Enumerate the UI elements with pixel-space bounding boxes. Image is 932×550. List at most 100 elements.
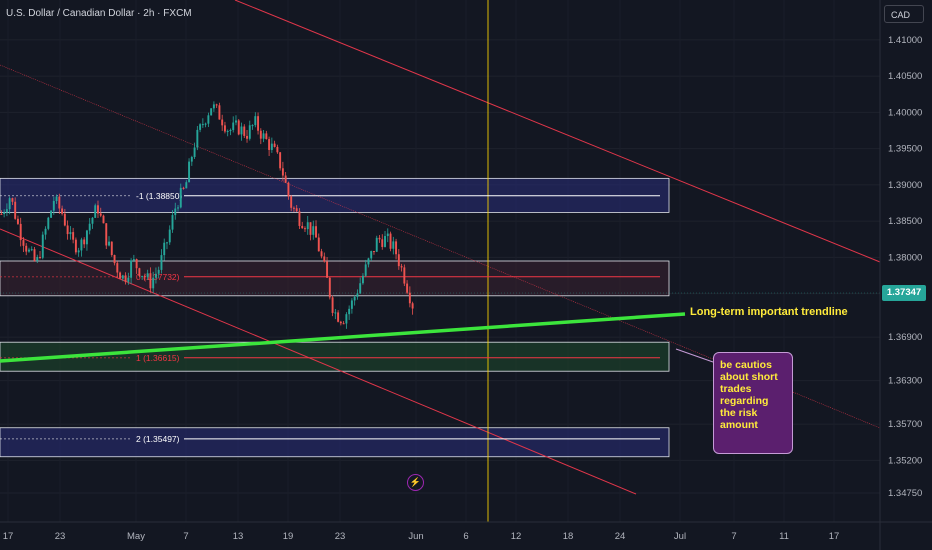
candle-body [69,232,72,235]
candle-body [342,323,345,325]
candle-body [262,133,265,139]
candle-body [182,187,185,189]
candle-body [174,208,177,216]
candle-body [185,182,188,189]
descending-channel[interactable] [0,0,881,495]
channel-mid-line[interactable] [0,64,881,429]
candle-body [364,264,367,276]
candle-body [226,131,229,133]
candle-body [11,198,14,202]
candle-body [292,207,295,209]
candle-body [105,223,108,246]
candle-body [237,120,240,135]
x-tick-label: Jun [408,531,423,542]
price-axis[interactable]: 1.41000 1.40500 1.40000 1.39500 1.39000 1.385… [888,35,922,499]
note-pointer [675,348,714,363]
candle-body [373,251,375,253]
candle-body [246,135,248,139]
candle-body [348,308,351,315]
fib-zone[interactable] [0,341,670,372]
candle-body [411,303,414,309]
candle-body [8,198,11,210]
candle-body [381,239,384,247]
candle-body [3,212,6,215]
candle-body [370,251,373,259]
candle-body [113,255,116,264]
x-tick-label: 19 [283,531,294,542]
y-tick-label: 1.38500 [888,216,922,227]
candle-body [240,126,243,135]
channel-upper-line[interactable] [234,0,881,263]
currency-selector[interactable]: CAD [884,5,924,23]
candle-body [83,239,86,245]
x-tick-label: 23 [335,531,346,542]
candle-body [315,226,317,238]
candle-body [229,129,232,132]
candle-body [52,200,55,211]
candle-body [177,207,179,209]
candle-body [408,292,411,304]
candle-body [254,116,257,126]
y-tick-label: 1.39000 [888,180,922,191]
candle-body [61,208,64,214]
x-tick-label: 12 [511,531,522,542]
fib-level-label: 1 (1.36615) [136,353,180,363]
y-tick-label: 1.40500 [888,71,922,82]
candle-body [33,249,36,261]
candlestick-series [0,101,414,329]
y-tick-label: 1.39500 [888,144,922,155]
candle-body [138,268,141,277]
candle-body [384,236,386,247]
candle-body [361,275,364,284]
candle-body [119,272,122,279]
candle-body [199,124,202,130]
time-axis[interactable]: 17 23 May 7 13 19 23 Jun 6 12 18 24 Jul 7 11 17 [3,531,840,542]
candle-body [47,217,50,229]
flash-icon[interactable]: ⚡ [407,474,424,491]
x-tick-label: 11 [779,531,789,542]
channel-lower-line[interactable] [0,228,637,495]
candle-body [154,273,157,278]
candle-body [190,156,193,162]
candle-body [88,223,91,231]
x-tick-label: 7 [731,531,736,542]
candle-body [179,187,182,208]
candle-body [110,241,113,256]
candle-body [279,152,282,169]
y-tick-label: 1.36900 [888,332,922,343]
candle-body [243,126,246,136]
candle-body [320,251,323,257]
candle-body [232,122,235,130]
long-term-trendline[interactable] [0,312,686,363]
candle-body [306,222,309,230]
candle-body [22,240,25,246]
candle-body [270,143,273,150]
chart-title: U.S. Dollar / Canadian Dollar · 2h · FXC… [6,8,192,19]
candle-body [210,108,213,116]
candle-body [63,213,66,226]
fib-zone[interactable] [0,427,670,458]
candle-body [116,263,119,273]
fib-zone[interactable] [0,260,670,297]
candle-body [400,266,403,268]
x-tick-label: 6 [463,531,468,542]
candle-body [328,277,331,298]
candle-body [77,250,80,253]
candle-body [212,104,215,109]
candle-body [141,275,144,277]
candle-body [135,259,138,269]
candle-body [152,277,155,289]
caution-note[interactable]: be cautios about short trades regarding … [713,352,793,454]
candle-body [50,210,53,218]
candle-body [0,213,3,215]
fib-level-lines: -1 (1.38850) 0 (1.37732) 1 (1.36615) 2 (1.3… [0,191,660,444]
candle-body [221,119,224,126]
candle-body [367,258,370,265]
x-tick-label: May [127,531,145,542]
candle-body [143,275,146,278]
candle-body [359,283,362,294]
candle-body [223,125,226,132]
candle-body [337,312,340,322]
candle-body [188,161,191,183]
